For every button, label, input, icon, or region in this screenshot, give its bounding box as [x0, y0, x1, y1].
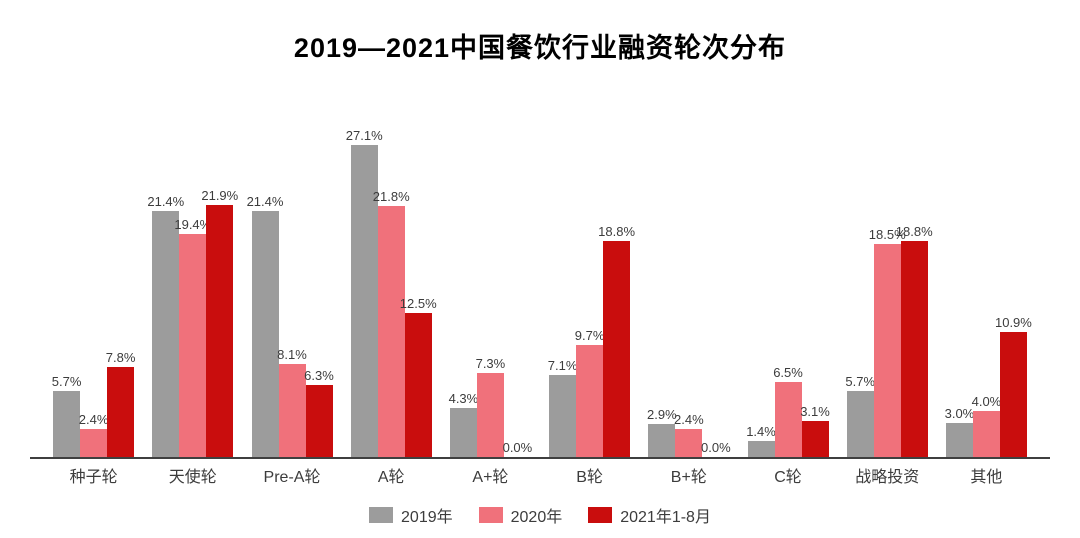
bar-value-label: 5.7% [51, 374, 82, 390]
bar-group: 5.7% 2.4% 7.8% [44, 145, 143, 457]
bar-value-label: 12.5% [399, 296, 437, 312]
x-axis-line [30, 457, 1050, 459]
x-axis-label: 天使轮 [168, 469, 217, 486]
bar-group: 21.4% 19.4% 21.9% [143, 145, 242, 457]
bar: 4.0% [972, 394, 1001, 457]
bar-group: 5.7% 18.5% 18.8% [838, 145, 937, 457]
bar: 7.3% [476, 356, 505, 457]
bar-value-label: 21.4% [147, 193, 185, 209]
bar: 7.8% [106, 350, 135, 457]
bar-value-label: 0.0% [700, 440, 731, 455]
x-axis-label: 战略投资 [855, 469, 920, 486]
x-axis-label: B+轮 [670, 469, 707, 486]
chart-title: 2019—2021中国餐饮行业融资轮次分布 [293, 33, 787, 63]
bar: 3.0% [945, 406, 974, 457]
legend-item: 2020年 [478, 503, 563, 527]
bar-group: 2.9% 2.4% 0.0% [639, 145, 738, 457]
legend-item: 2021年1-8月 [588, 503, 711, 527]
x-axis-labels: 种子轮 天使轮 Pre-A轮 A轮 A+轮 B轮 B+轮 C轮 战略投资 其他 [44, 463, 1036, 487]
bar-value-label: 4.0% [971, 394, 1002, 409]
chart-page: 2019—2021中国餐饮行业融资轮次分布 5.7% 2.4% 7.8% 21.4% 1… [0, 26, 1080, 538]
bar-value-label: 18.5% [868, 227, 906, 243]
bar-chart: 5.7% 2.4% 7.8% 21.4% 19.4% 21.9% 21.4% 8.1% 6.3%… [0, 128, 1080, 487]
bar-group: 3.0% 4.0% 10.9% [937, 145, 1036, 457]
x-axis-label: A轮 [377, 469, 405, 486]
bar: 4.3% [449, 391, 478, 457]
bar-value-label: 7.8% [105, 350, 136, 366]
bar: 21.8% [373, 189, 410, 457]
bar-value-label: 3.0% [944, 405, 975, 421]
bar-value-label: 27.1% [345, 128, 383, 144]
bar-value-label: 1.4% [746, 423, 776, 439]
bar-value-label: 4.3% [448, 390, 479, 406]
bar: 18.5% [869, 227, 906, 457]
bar-group: 4.3% 7.3% 0.0% [441, 145, 540, 457]
bar-group: 7.1% 9.7% 18.8% [540, 145, 639, 457]
bar: 10.9% [995, 315, 1032, 457]
bar-value-label: 6.3% [304, 367, 334, 383]
bar-value-label: 9.7% [574, 328, 605, 344]
bar: 2.9% [647, 407, 677, 457]
bar-value-label: 0.0% [502, 440, 533, 455]
legend-swatch [369, 507, 394, 523]
legend-item: 2019年 [369, 503, 453, 527]
bar-value-label: 2.4% [673, 412, 704, 428]
x-axis-label: 其他 [970, 469, 1003, 486]
legend-label: 2019年 [401, 509, 453, 526]
plot-area: 5.7% 2.4% 7.8% 21.4% 19.4% 21.9% 21.4% 8.1% 6.3%… [44, 128, 1036, 457]
bar-value-label: 10.9% [994, 314, 1032, 330]
bar-value-label: 2.9% [646, 406, 677, 422]
legend-label: 2020年 [510, 509, 563, 526]
bar: 27.1% [346, 128, 383, 457]
bar: 6.5% [773, 365, 803, 457]
bar: 2.4% [674, 412, 704, 457]
x-axis-label: C轮 [774, 469, 802, 486]
bar-group: 1.4% 6.5% 3.1% [738, 145, 837, 457]
bar-value-label: 3.1% [800, 404, 830, 420]
legend: 2019年 2020年 2021年1-8月 [0, 503, 1080, 527]
bar-value-label: 7.1% [547, 358, 578, 374]
bar: 7.1% [548, 358, 577, 457]
bar: 3.1% [800, 404, 830, 457]
bar-value-label: 7.3% [475, 356, 506, 372]
bar: 21.4% [147, 194, 184, 457]
x-axis-label: 种子轮 [69, 469, 118, 486]
bar-value-label: 18.8% [895, 223, 933, 239]
x-axis-label: A+轮 [472, 469, 509, 486]
bar: 5.7% [845, 374, 875, 457]
bar-value-label: 8.1% [277, 346, 307, 362]
bar: 9.7% [575, 328, 604, 457]
bar-value-label: 21.4% [246, 193, 284, 209]
bar: 2.4% [79, 412, 108, 457]
bar: 6.3% [304, 368, 334, 457]
bar: 21.4% [247, 194, 283, 457]
bar-value-label: 18.8% [598, 223, 636, 239]
bar: 5.7% [52, 374, 81, 457]
bar: 18.8% [896, 224, 933, 457]
bar: 1.4% [746, 424, 776, 457]
bar-value-label: 2.4% [78, 412, 109, 428]
x-axis-label: B轮 [576, 469, 603, 486]
bar-value-label: 21.9% [201, 188, 239, 204]
x-axis-label: Pre-A轮 [263, 469, 321, 486]
bar-value-label: 21.8% [372, 189, 410, 205]
bar-group: 21.4% 8.1% 6.3% [242, 145, 341, 457]
bar: 12.5% [400, 296, 437, 457]
bar-value-label: 6.5% [773, 365, 803, 381]
bar: 21.9% [201, 188, 238, 457]
bar-value-label: 19.4% [174, 216, 212, 232]
legend-swatch [478, 507, 503, 523]
bar-group: 27.1% 21.8% 12.5% [342, 128, 441, 457]
bar: 18.8% [598, 224, 635, 457]
bar: 8.1% [277, 347, 307, 457]
bar-value-label: 5.7% [845, 374, 876, 390]
legend-label: 2021年1-8月 [620, 509, 711, 526]
legend-swatch [588, 507, 613, 523]
bar: 19.4% [174, 217, 211, 457]
